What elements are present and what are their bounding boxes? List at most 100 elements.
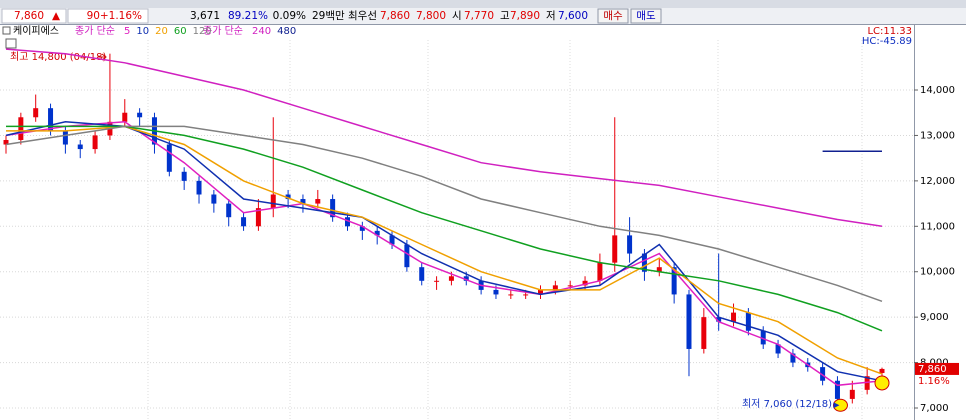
sell-label[interactable]: 매도 [636, 10, 656, 22]
right-label: HC:-45.89 [862, 36, 912, 47]
low-annotation: 최저 7,060 (12/18) [742, 398, 832, 410]
price-tag-label: 7,860 [918, 364, 947, 375]
info-bar-bg [0, 8, 966, 24]
candle-body [330, 199, 336, 218]
candle-body [33, 108, 39, 118]
ma-line [5, 121, 883, 387]
ratio: 89.21% [228, 10, 268, 22]
candle-body [731, 312, 737, 322]
legend-entry: 20 [155, 26, 168, 37]
turnover: 0.09% [273, 10, 306, 22]
candle-body [582, 280, 588, 286]
candle-body [359, 226, 365, 231]
candle-body [3, 139, 9, 145]
change-cell [67, 8, 149, 24]
high: 7,890 [510, 10, 540, 22]
ma-line [5, 121, 883, 382]
candle-body [344, 217, 350, 227]
arrow: ▲ [52, 10, 61, 22]
info-bar: 7,860 ▲ 90 +1.16% 3,671 89.21% 0.09% 29백… [0, 8, 966, 24]
legend-entry: 10 [136, 26, 149, 37]
change: 90 [87, 10, 100, 22]
y-tick-label: 9,000 [920, 312, 949, 323]
toolbar-strip [0, 0, 966, 8]
candle-body [508, 294, 514, 296]
candle-body [389, 235, 395, 245]
candle-body [255, 208, 261, 227]
sell-button[interactable] [630, 8, 662, 24]
candle-body [404, 244, 410, 268]
stock-name: 케이피에스 [13, 25, 59, 37]
candle-body [701, 317, 707, 349]
candle-body [137, 112, 143, 118]
ma-label: 종가 단순 [75, 25, 115, 37]
candle-body [879, 368, 885, 374]
legend-entry: 480 [277, 26, 296, 37]
candle-body [300, 199, 306, 204]
vertical-grid [147, 40, 863, 420]
buy-label[interactable]: 매수 [603, 10, 623, 22]
grid-icon [5, 38, 17, 49]
candle-body [315, 199, 321, 204]
legend-entry: 5 [124, 26, 130, 37]
y-tick-label: 12,000 [920, 176, 955, 187]
candle-body [18, 117, 24, 140]
change-tag-label: 1.16% [918, 376, 950, 387]
candle-body [434, 280, 440, 282]
legend-icon [2, 26, 11, 35]
candle-body [122, 112, 128, 122]
buy-button[interactable] [597, 8, 629, 24]
candle-body [211, 194, 217, 204]
right-label: LC:11.33 [867, 26, 912, 37]
candle-body [627, 235, 633, 254]
candle-body [552, 285, 558, 290]
ma-line [5, 125, 883, 303]
candle-body [849, 389, 855, 399]
candle-body [790, 353, 796, 363]
legend-entry: 120 [193, 26, 212, 37]
candle-body [834, 380, 840, 399]
ma-label: 종가 단순 [203, 25, 243, 37]
candle-body [48, 108, 54, 131]
low-arrow [833, 402, 840, 409]
candle-body [285, 194, 291, 200]
volume: 3,671 [190, 10, 220, 22]
candle-body [226, 203, 232, 218]
amount: 29백만 [312, 10, 345, 22]
low-label: 저 [546, 10, 556, 22]
candle-body [419, 267, 425, 281]
candle-body [196, 180, 202, 195]
y-tick-label: 13,000 [920, 130, 955, 141]
legend-entry: 240 [252, 26, 271, 37]
candle-body [463, 276, 469, 281]
candle-body [686, 294, 692, 349]
candle-body [567, 285, 573, 287]
open: 7,770 [464, 10, 494, 22]
candle-body [597, 262, 603, 281]
ma-line [6, 125, 883, 375]
ask: 7,860 [380, 10, 410, 22]
high-annotation: 최고 14,800 (04/18) [10, 51, 106, 63]
y-tick-label: 11,000 [920, 221, 955, 232]
candle-body [241, 217, 247, 227]
candle-body [671, 267, 677, 295]
ma-line [5, 48, 883, 228]
y-tick-label: 7,000 [920, 403, 949, 414]
candle-body [745, 312, 751, 331]
low: 7,600 [558, 10, 588, 22]
open-label: 시 [452, 10, 462, 22]
candle-body [77, 144, 83, 150]
candle-body [374, 230, 380, 236]
candle-body [820, 367, 826, 381]
y-tick-label: 10,000 [920, 267, 955, 278]
candle-body [612, 235, 618, 263]
y-tick-label: 14,000 [920, 85, 955, 96]
price-tag [915, 362, 959, 375]
candle-body [493, 289, 499, 295]
high-label: 고 [500, 10, 510, 22]
candle-body [92, 135, 98, 150]
candle-body [270, 194, 276, 209]
candle-body [448, 276, 454, 281]
